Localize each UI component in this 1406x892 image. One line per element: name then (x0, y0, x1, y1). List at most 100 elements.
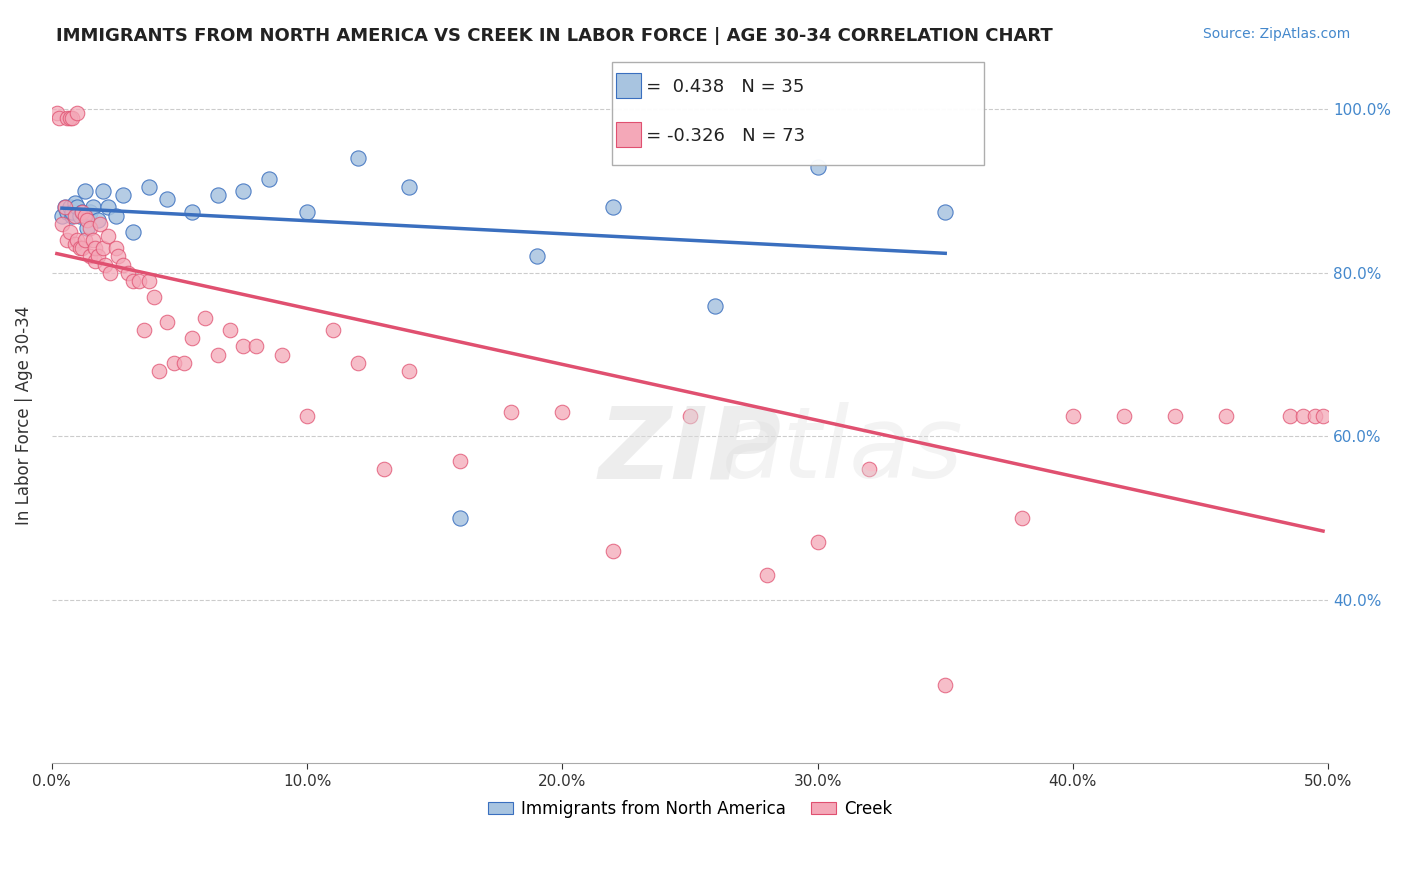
Point (97, 201, 120, 215)
Point (53, 201, 76, 215)
Point (51, 209, 73, 223)
Point (79, 220, 101, 235)
Text: ZIP: ZIP (599, 402, 782, 499)
Point (245, 339, 267, 353)
Text: R = -0.326   N = 73: R = -0.326 N = 73 (628, 127, 806, 145)
Point (449, 454, 471, 468)
Point (66, 106, 89, 120)
Point (91, 241, 114, 255)
Point (232, 339, 254, 353)
Point (806, 160, 828, 174)
Point (526, 250, 548, 264)
Point (551, 405, 574, 419)
Point (1278, 409, 1301, 423)
Point (91, 184, 114, 198)
Point (107, 250, 129, 264)
Point (60, 111, 83, 125)
Point (181, 204, 204, 219)
Point (295, 204, 318, 219)
Text: atlas: atlas (723, 402, 965, 499)
Point (138, 180, 160, 194)
Point (602, 543, 624, 558)
Point (1112, 409, 1135, 423)
Point (53, 201, 76, 215)
Point (295, 409, 318, 423)
Point (51, 217, 73, 231)
Point (63, 237, 86, 252)
Point (1291, 409, 1313, 423)
Point (398, 180, 420, 194)
Point (704, 298, 727, 312)
Point (1312, 409, 1334, 423)
Point (128, 274, 150, 288)
Point (347, 152, 370, 166)
Point (1062, 409, 1084, 423)
Point (122, 274, 145, 288)
Point (132, 323, 155, 337)
Point (1305, 409, 1327, 423)
Point (63, 209, 86, 223)
Point (602, 201, 624, 215)
Point (56, 111, 79, 125)
Text: IMMIGRANTS FROM NORTH AMERICA VS CREEK IN LABOR FORCE | AGE 30-34 CORRELATION CH: IMMIGRANTS FROM NORTH AMERICA VS CREEK I… (56, 27, 1053, 45)
Point (66, 233, 89, 247)
Point (72, 241, 94, 255)
Point (1215, 409, 1237, 423)
Point (73, 209, 96, 223)
Point (56, 204, 79, 219)
Point (398, 364, 420, 378)
Point (112, 188, 135, 202)
Point (76, 212, 98, 227)
Point (219, 323, 242, 337)
Point (59, 111, 82, 125)
Point (142, 290, 165, 304)
Point (257, 171, 280, 186)
Point (69, 241, 91, 255)
Point (66, 201, 89, 215)
Point (122, 225, 145, 239)
Point (69, 209, 91, 223)
Point (48, 111, 70, 125)
Point (373, 462, 395, 476)
Point (59, 201, 82, 215)
Point (347, 356, 370, 370)
Legend: Immigrants from North America, Creek: Immigrants from North America, Creek (481, 793, 898, 824)
Point (449, 511, 471, 525)
Point (755, 568, 778, 582)
Point (163, 356, 186, 370)
Point (173, 356, 195, 370)
Point (934, 204, 956, 219)
Point (94, 258, 117, 272)
Point (207, 347, 229, 361)
Point (82, 201, 104, 215)
Point (79, 250, 101, 264)
Point (97, 229, 120, 244)
Point (207, 188, 229, 202)
Point (86, 250, 108, 264)
Point (60, 209, 83, 223)
Point (76, 220, 98, 235)
Point (858, 462, 880, 476)
Point (501, 405, 523, 419)
Point (156, 315, 179, 329)
Point (194, 310, 217, 325)
Point (806, 535, 828, 549)
Point (232, 184, 254, 198)
Point (100, 266, 122, 280)
Point (138, 274, 160, 288)
Point (72, 204, 94, 219)
Point (45, 106, 67, 120)
Point (73, 233, 96, 247)
Point (112, 258, 135, 272)
Point (934, 678, 956, 692)
Point (148, 364, 170, 378)
Point (104, 241, 127, 255)
Point (72, 204, 94, 219)
Point (679, 409, 702, 423)
Text: R =  0.438   N = 35: R = 0.438 N = 35 (628, 78, 804, 96)
Point (59, 225, 82, 239)
Point (1164, 409, 1187, 423)
Point (56, 233, 79, 247)
Point (322, 323, 344, 337)
Point (73, 184, 96, 198)
